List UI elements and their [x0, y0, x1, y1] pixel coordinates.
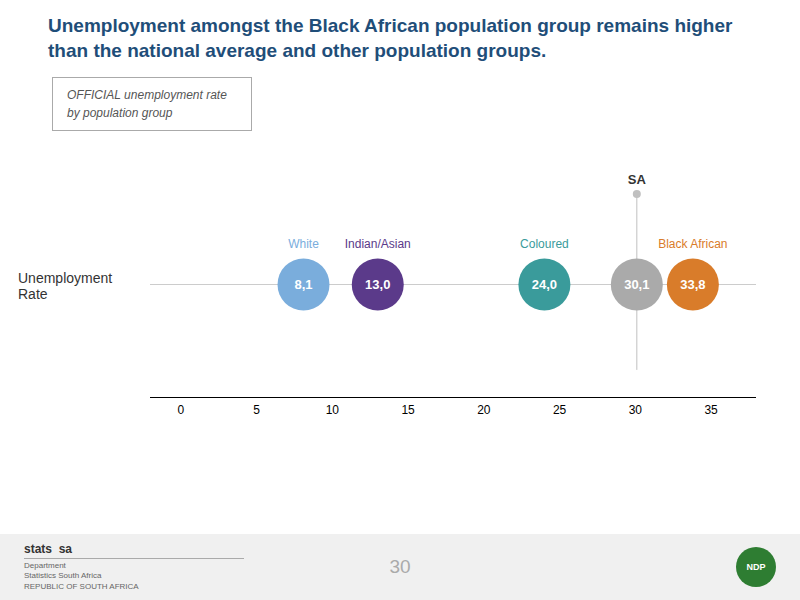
svg-text:30,1: 30,1 — [624, 277, 649, 292]
svg-text:24,0: 24,0 — [532, 277, 557, 292]
html-text:OFFICIAL unemployment rate by: OFFICIAL unemployment rate by population… — [67, 88, 227, 121]
svg-text:20: 20 — [477, 403, 491, 417]
svg-text:25: 25 — [553, 403, 567, 417]
svg-text:8,1: 8,1 — [294, 277, 312, 292]
html-text:NDP: NDP — [746, 562, 766, 572]
svg-text:10: 10 — [326, 403, 340, 417]
html-text:Unemployment amongst the Black: Unemployment amongst the Black African p… — [48, 15, 733, 61]
svg-text:13,0: 13,0 — [365, 277, 390, 292]
svg-text:33,8: 33,8 — [680, 277, 705, 292]
svg-text:0: 0 — [177, 403, 184, 417]
html-text:stats sa: stats sa — [24, 541, 72, 556]
svg-text:SA: SA — [628, 173, 647, 188]
html-text:Statistics South Africa: Statistics South Africa — [24, 571, 102, 581]
html-text:REPUBLIC OF SOUTH AFRICA: REPUBLIC OF SOUTH AFRICA — [24, 581, 139, 591]
svg-text:Black African: Black African — [658, 238, 727, 252]
svg-text:35: 35 — [704, 403, 718, 417]
html-text:Department: Department — [24, 560, 66, 570]
svg-text:Coloured: Coloured — [520, 238, 569, 252]
svg-text:5: 5 — [253, 403, 260, 417]
html-text:30: 30 — [389, 556, 411, 577]
svg-text:15: 15 — [401, 403, 415, 417]
svg-text:30: 30 — [629, 403, 643, 417]
svg-text:White: White — [288, 238, 319, 252]
svg-text:Indian/Asian: Indian/Asian — [345, 238, 411, 252]
html-text:Unemployment Rate: Unemployment Rate — [18, 270, 113, 303]
